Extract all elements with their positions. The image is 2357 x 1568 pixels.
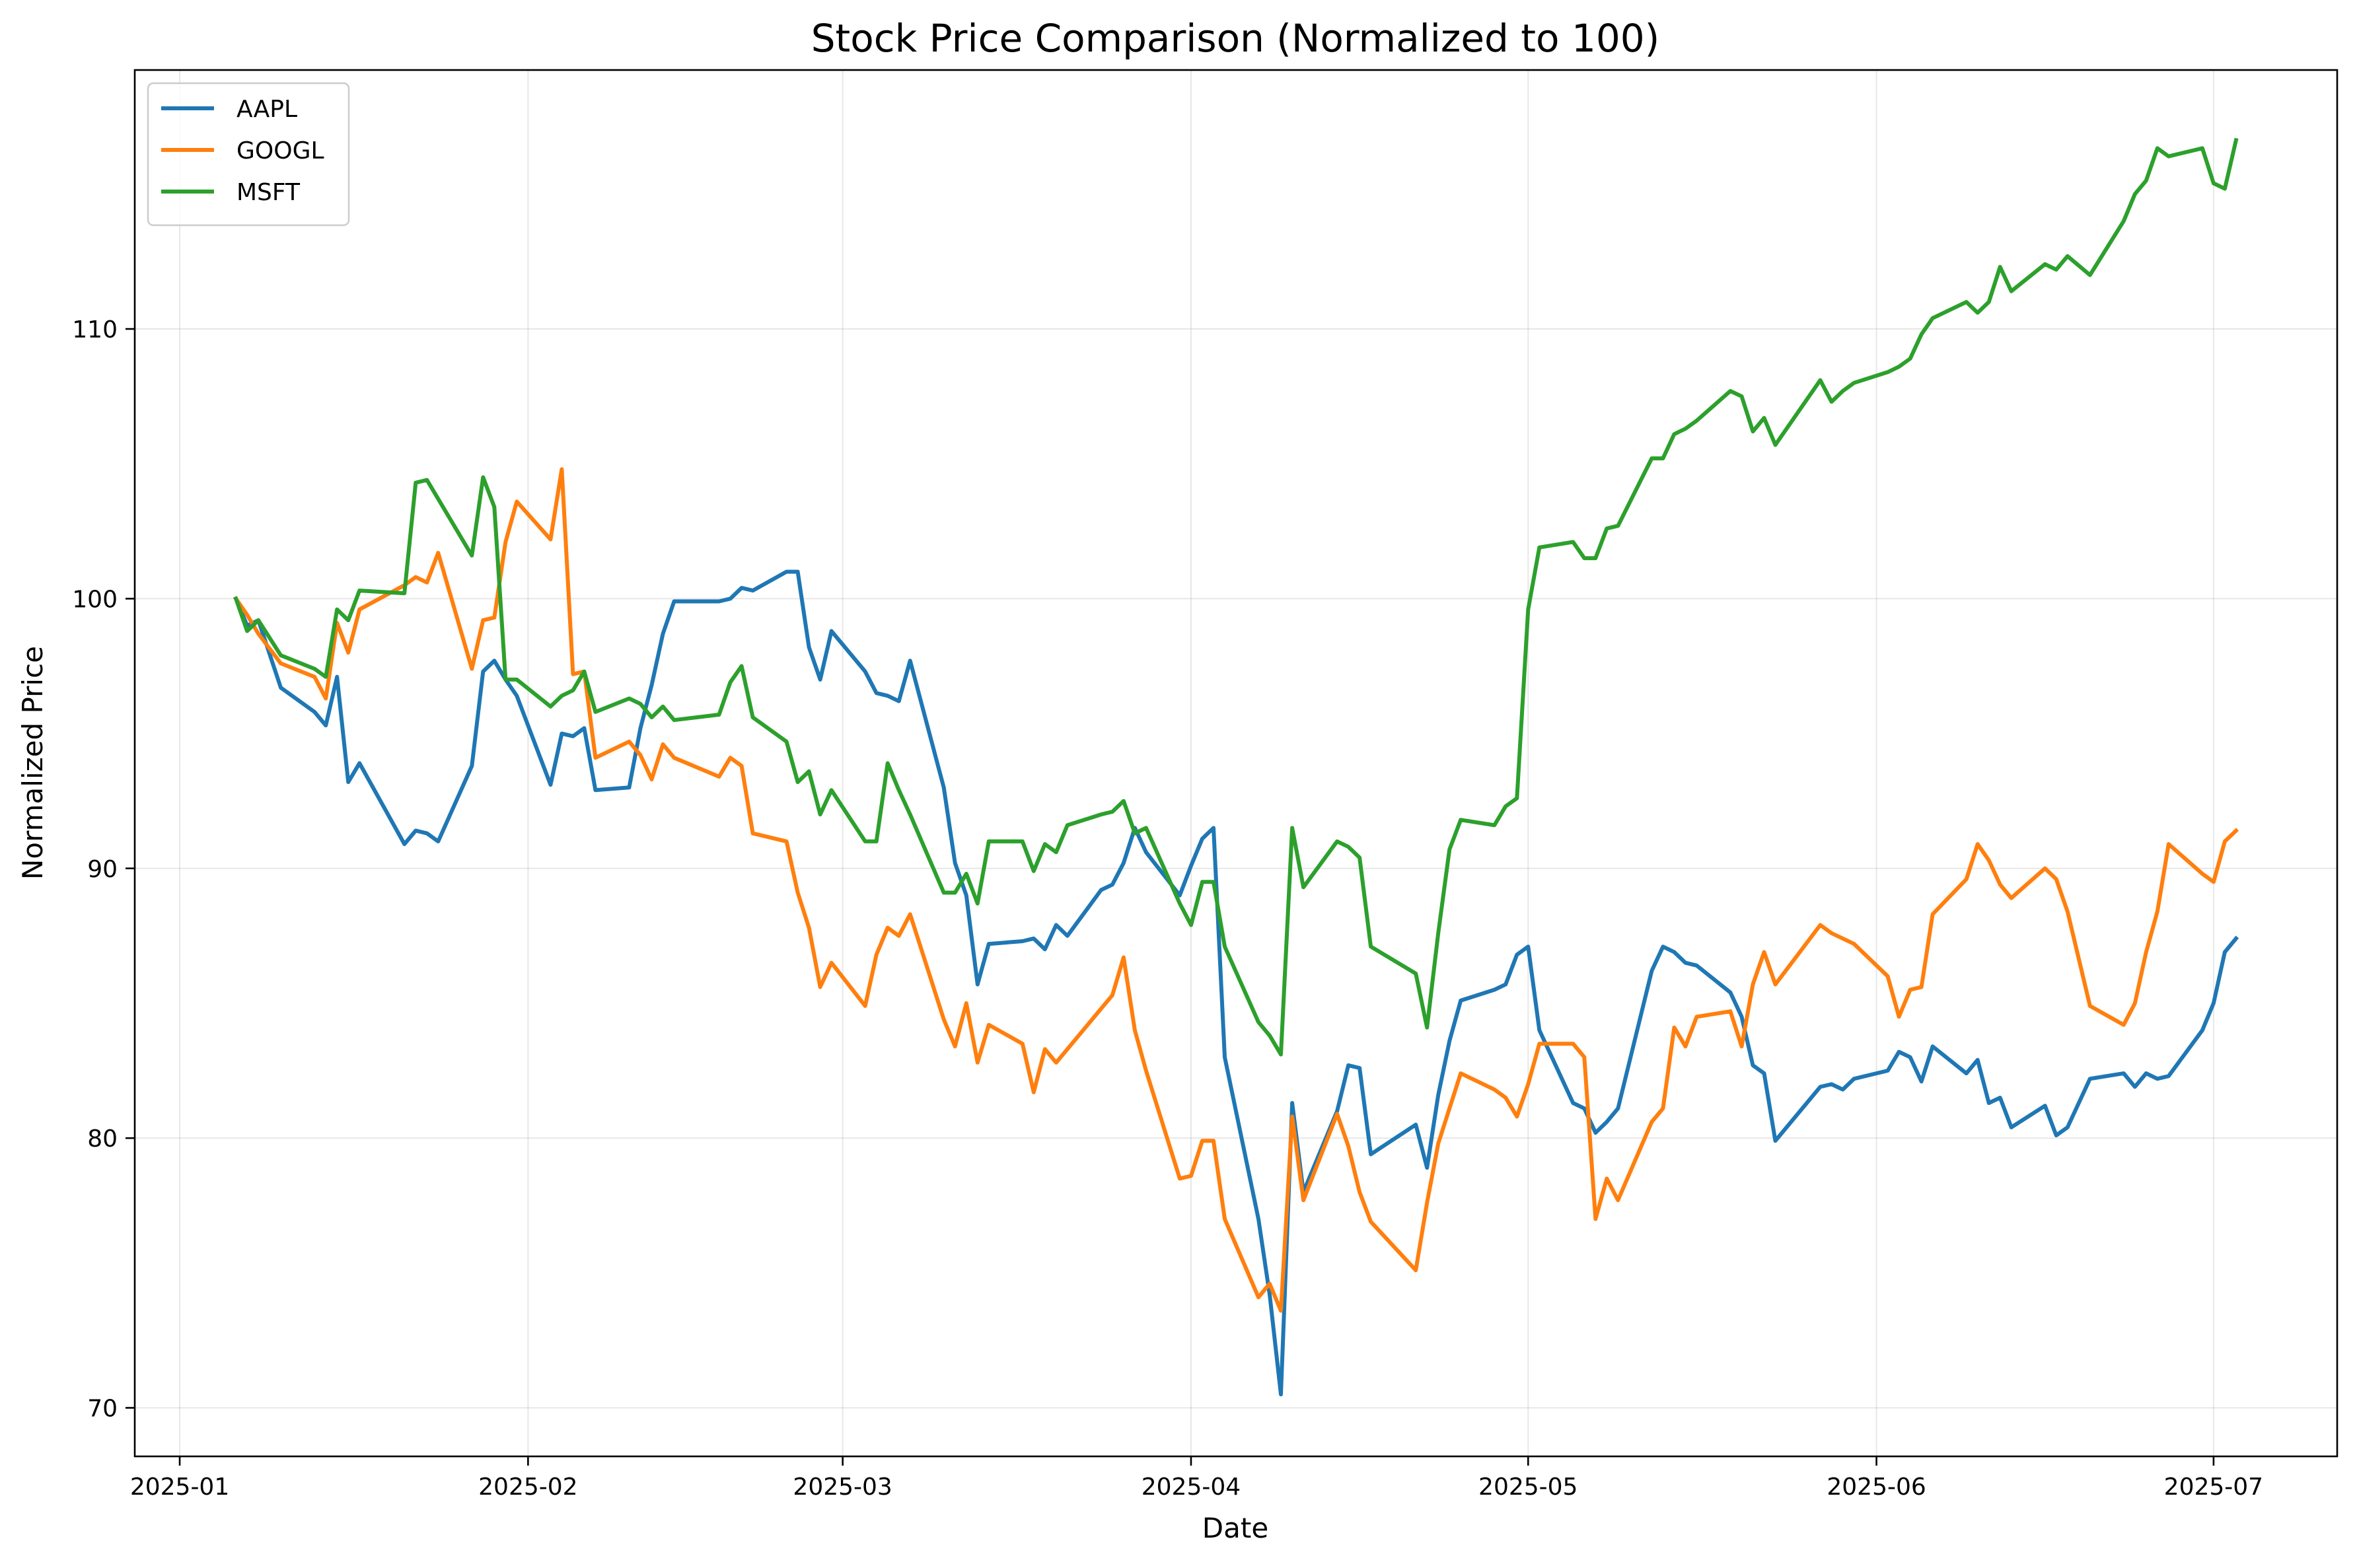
series-layer [233, 137, 2239, 1397]
x-tick-label: 2025-07 [2164, 1474, 2263, 1501]
y-tick-label: 110 [72, 316, 118, 343]
y-tick-label: 90 [87, 856, 118, 883]
y-tick-label: 100 [72, 586, 118, 613]
x-tick-label: 2025-05 [1478, 1474, 1577, 1501]
x-tick-label: 2025-03 [793, 1474, 892, 1501]
y-tick-label: 80 [87, 1125, 118, 1153]
legend-label-googl: GOOGL [236, 137, 324, 164]
legend-label-aapl: AAPL [236, 96, 297, 123]
plot-frame [133, 69, 2339, 1458]
legend: AAPL GOOGL MSFT [147, 82, 350, 227]
x-tick-label: 2025-01 [130, 1474, 229, 1501]
y-tick-label: 70 [87, 1395, 118, 1422]
series-line-aapl [233, 569, 2239, 1397]
y-axis-label: Normalized Price [17, 646, 49, 880]
x-tick-label: 2025-02 [478, 1474, 577, 1501]
chart-title: Stock Price Comparison (Normalized to 10… [811, 16, 1660, 61]
tick-layer: 2025-01 2025-02 2025-03 2025-04 2025-05 2025-… [72, 316, 2263, 1501]
series-line-googl [233, 467, 2239, 1313]
x-axis-label: Date [1202, 1512, 1268, 1544]
x-tick-label: 2025-04 [1142, 1474, 1241, 1501]
legend-label-msft: MSFT [236, 179, 301, 206]
x-tick-label: 2025-06 [1827, 1474, 1926, 1501]
series-line-msft [233, 137, 2239, 1057]
